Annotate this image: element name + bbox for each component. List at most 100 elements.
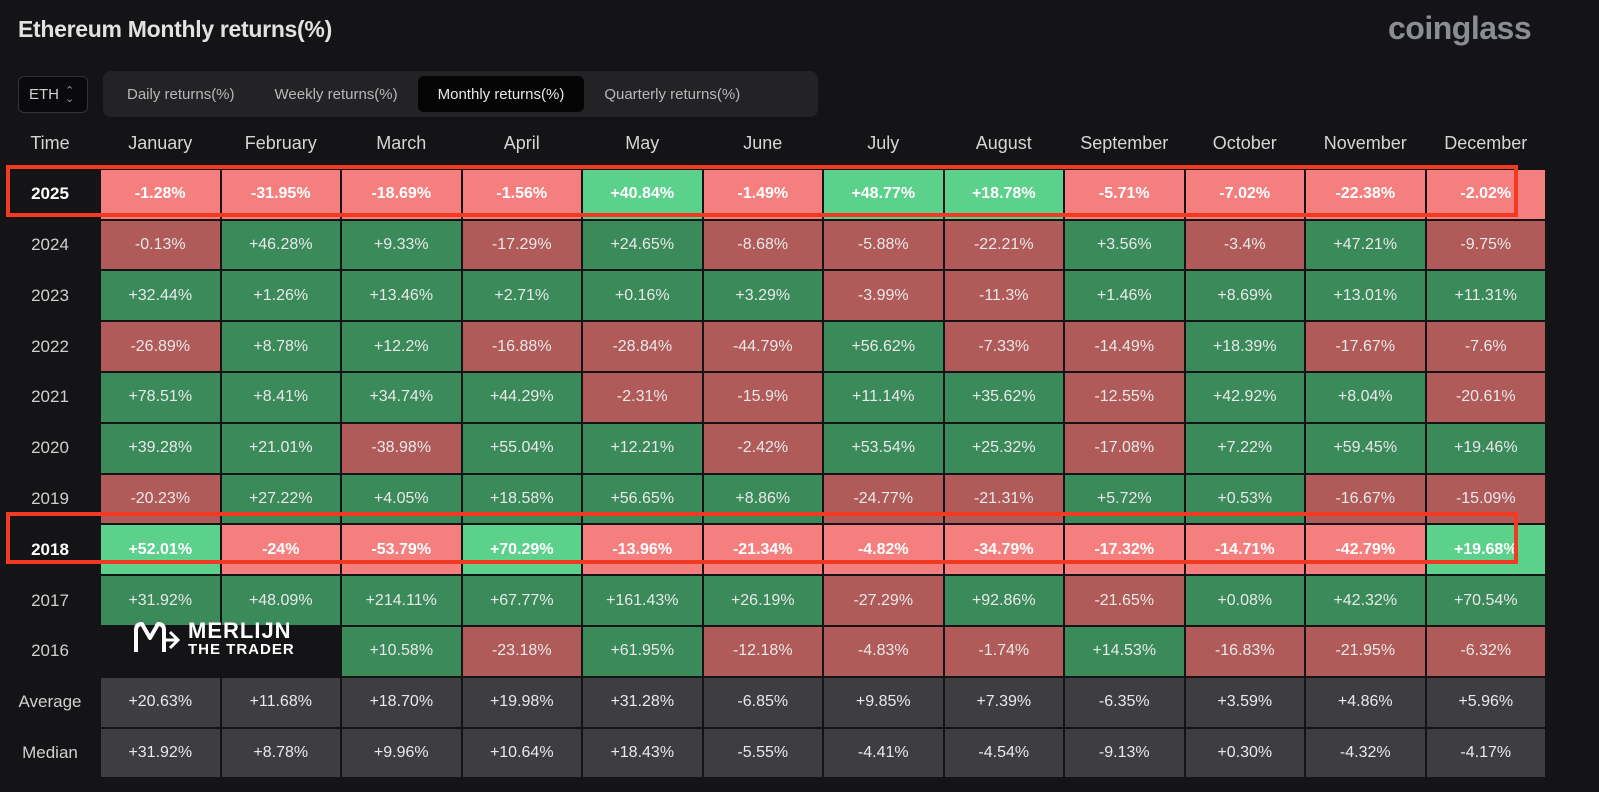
return-cell: +70.29% xyxy=(461,524,582,576)
return-cell: +8.04% xyxy=(1305,371,1426,423)
tab-quarterly-returns[interactable]: Quarterly returns(%) xyxy=(604,85,741,103)
column-header-time: Time xyxy=(30,132,70,153)
return-cell: -4.83% xyxy=(823,625,944,677)
row-label: 2020 xyxy=(31,438,69,458)
return-cell: +59.45% xyxy=(1305,422,1426,474)
row-label: 2025 xyxy=(31,184,69,204)
return-cell: +21.01% xyxy=(220,422,341,474)
return-cell: +11.31% xyxy=(1425,270,1546,322)
return-cell: +67.77% xyxy=(461,575,582,626)
return-cell: -1.49% xyxy=(702,168,823,220)
page-title: Ethereum Monthly returns(%) xyxy=(18,16,332,42)
return-cell: -34.79% xyxy=(943,524,1064,576)
return-cell: -2.42% xyxy=(702,422,823,474)
return-cell: +18.43% xyxy=(582,727,703,779)
return-cell: +42.92% xyxy=(1184,371,1305,423)
return-cell: +10.58% xyxy=(341,625,462,677)
column-header-month: December xyxy=(1444,132,1528,153)
return-cell: +0.16% xyxy=(582,270,703,322)
tab-daily-returns[interactable]: Daily returns(%) xyxy=(127,85,235,103)
return-cell: +40.84% xyxy=(582,168,703,220)
return-cell: -17.29% xyxy=(461,219,582,271)
return-cell: -8.68% xyxy=(702,219,823,271)
return-cell: -38.98% xyxy=(341,422,462,474)
return-cell: -22.21% xyxy=(943,219,1064,271)
return-cell: -6.85% xyxy=(702,676,823,728)
return-cell: -7.02% xyxy=(1184,168,1305,220)
asset-select-value: ETH xyxy=(29,86,59,103)
return-cell: +31.92% xyxy=(100,575,221,626)
row-label: 2019 xyxy=(31,488,69,508)
column-header-month: April xyxy=(503,132,540,153)
chevron-updown-icon: ⌃ ⌄ xyxy=(65,84,75,105)
row-label: Average xyxy=(18,692,82,712)
return-cell: +4.86% xyxy=(1305,676,1426,728)
return-cell: +19.98% xyxy=(461,676,582,728)
return-cell: -53.79% xyxy=(341,524,462,576)
return-cell: -7.33% xyxy=(943,321,1064,372)
return-cell: +161.43% xyxy=(582,575,703,626)
return-cell: +53.54% xyxy=(823,422,944,474)
return-cell: -11.3% xyxy=(943,270,1064,322)
return-cell: -13.96% xyxy=(582,524,703,576)
return-cell: -42.79% xyxy=(1305,524,1426,576)
asset-select[interactable]: ETH ⌃ ⌄ xyxy=(18,76,88,113)
return-cell: -28.84% xyxy=(582,321,703,372)
return-cell: -1.56% xyxy=(461,168,582,220)
tab-monthly-returns[interactable]: Monthly returns(%) xyxy=(417,76,585,112)
return-cell: +61.95% xyxy=(582,625,703,677)
return-cell: +3.59% xyxy=(1184,676,1305,728)
return-cell: +8.78% xyxy=(220,727,341,779)
return-cell: -24.77% xyxy=(823,473,944,525)
column-header-month: January xyxy=(128,132,193,153)
row-label: 2017 xyxy=(31,590,69,610)
return-cell: +34.74% xyxy=(341,371,462,423)
return-cell: +25.32% xyxy=(943,422,1064,474)
return-cell: +9.85% xyxy=(823,676,944,728)
return-cell: +31.92% xyxy=(100,727,221,779)
return-cell: +14.53% xyxy=(1064,625,1185,677)
return-cell: -26.89% xyxy=(100,321,221,372)
return-cell: -7.6% xyxy=(1425,321,1546,372)
return-cell: -20.61% xyxy=(1425,371,1546,423)
return-cell: -6.32% xyxy=(1425,625,1546,677)
row-label: 2016 xyxy=(31,641,69,661)
return-cell: +1.46% xyxy=(1064,270,1185,322)
return-cell: -18.69% xyxy=(341,168,462,220)
return-cell: +19.46% xyxy=(1425,422,1546,474)
row-label: Median xyxy=(22,742,78,762)
return-cell: +27.22% xyxy=(220,473,341,525)
column-header-month: July xyxy=(867,132,900,153)
return-cell: -1.28% xyxy=(100,168,221,220)
return-cell: -5.71% xyxy=(1064,168,1185,220)
return-cell: +5.96% xyxy=(1425,676,1546,728)
return-cell: +7.39% xyxy=(943,676,1064,728)
return-cell: +8.86% xyxy=(702,473,823,525)
return-cell: +18.39% xyxy=(1184,321,1305,372)
return-cell: -21.34% xyxy=(702,524,823,576)
column-header-month: March xyxy=(376,132,427,153)
return-cell: +32.44% xyxy=(100,270,221,322)
return-cell: +9.96% xyxy=(341,727,462,779)
return-cell: -31.95% xyxy=(220,168,341,220)
return-cell: +70.54% xyxy=(1425,575,1546,626)
return-cell: +214.11% xyxy=(341,575,462,626)
return-cell: +47.21% xyxy=(1305,219,1426,271)
return-cell: +56.62% xyxy=(823,321,944,372)
return-cell: -16.67% xyxy=(1305,473,1426,525)
return-cell: +55.04% xyxy=(461,422,582,474)
tab-weekly-returns[interactable]: Weekly returns(%) xyxy=(274,85,398,103)
return-cell: +5.72% xyxy=(1064,473,1185,525)
return-cell: -4.32% xyxy=(1305,727,1426,779)
return-cell: -4.17% xyxy=(1425,727,1546,779)
watermark-logo: MERLIJN THE TRADER xyxy=(132,618,312,658)
return-cell: -17.08% xyxy=(1064,422,1185,474)
return-cell: +3.29% xyxy=(702,270,823,322)
return-cell: +13.01% xyxy=(1305,270,1426,322)
row-label: 2022 xyxy=(31,336,69,356)
return-cell: +0.30% xyxy=(1184,727,1305,779)
return-cell: +19.68% xyxy=(1425,524,1546,576)
returns-table: Time January February March April May June July… xyxy=(0,118,1550,779)
return-cell: -3.4% xyxy=(1184,219,1305,271)
return-cell: +24.65% xyxy=(582,219,703,271)
